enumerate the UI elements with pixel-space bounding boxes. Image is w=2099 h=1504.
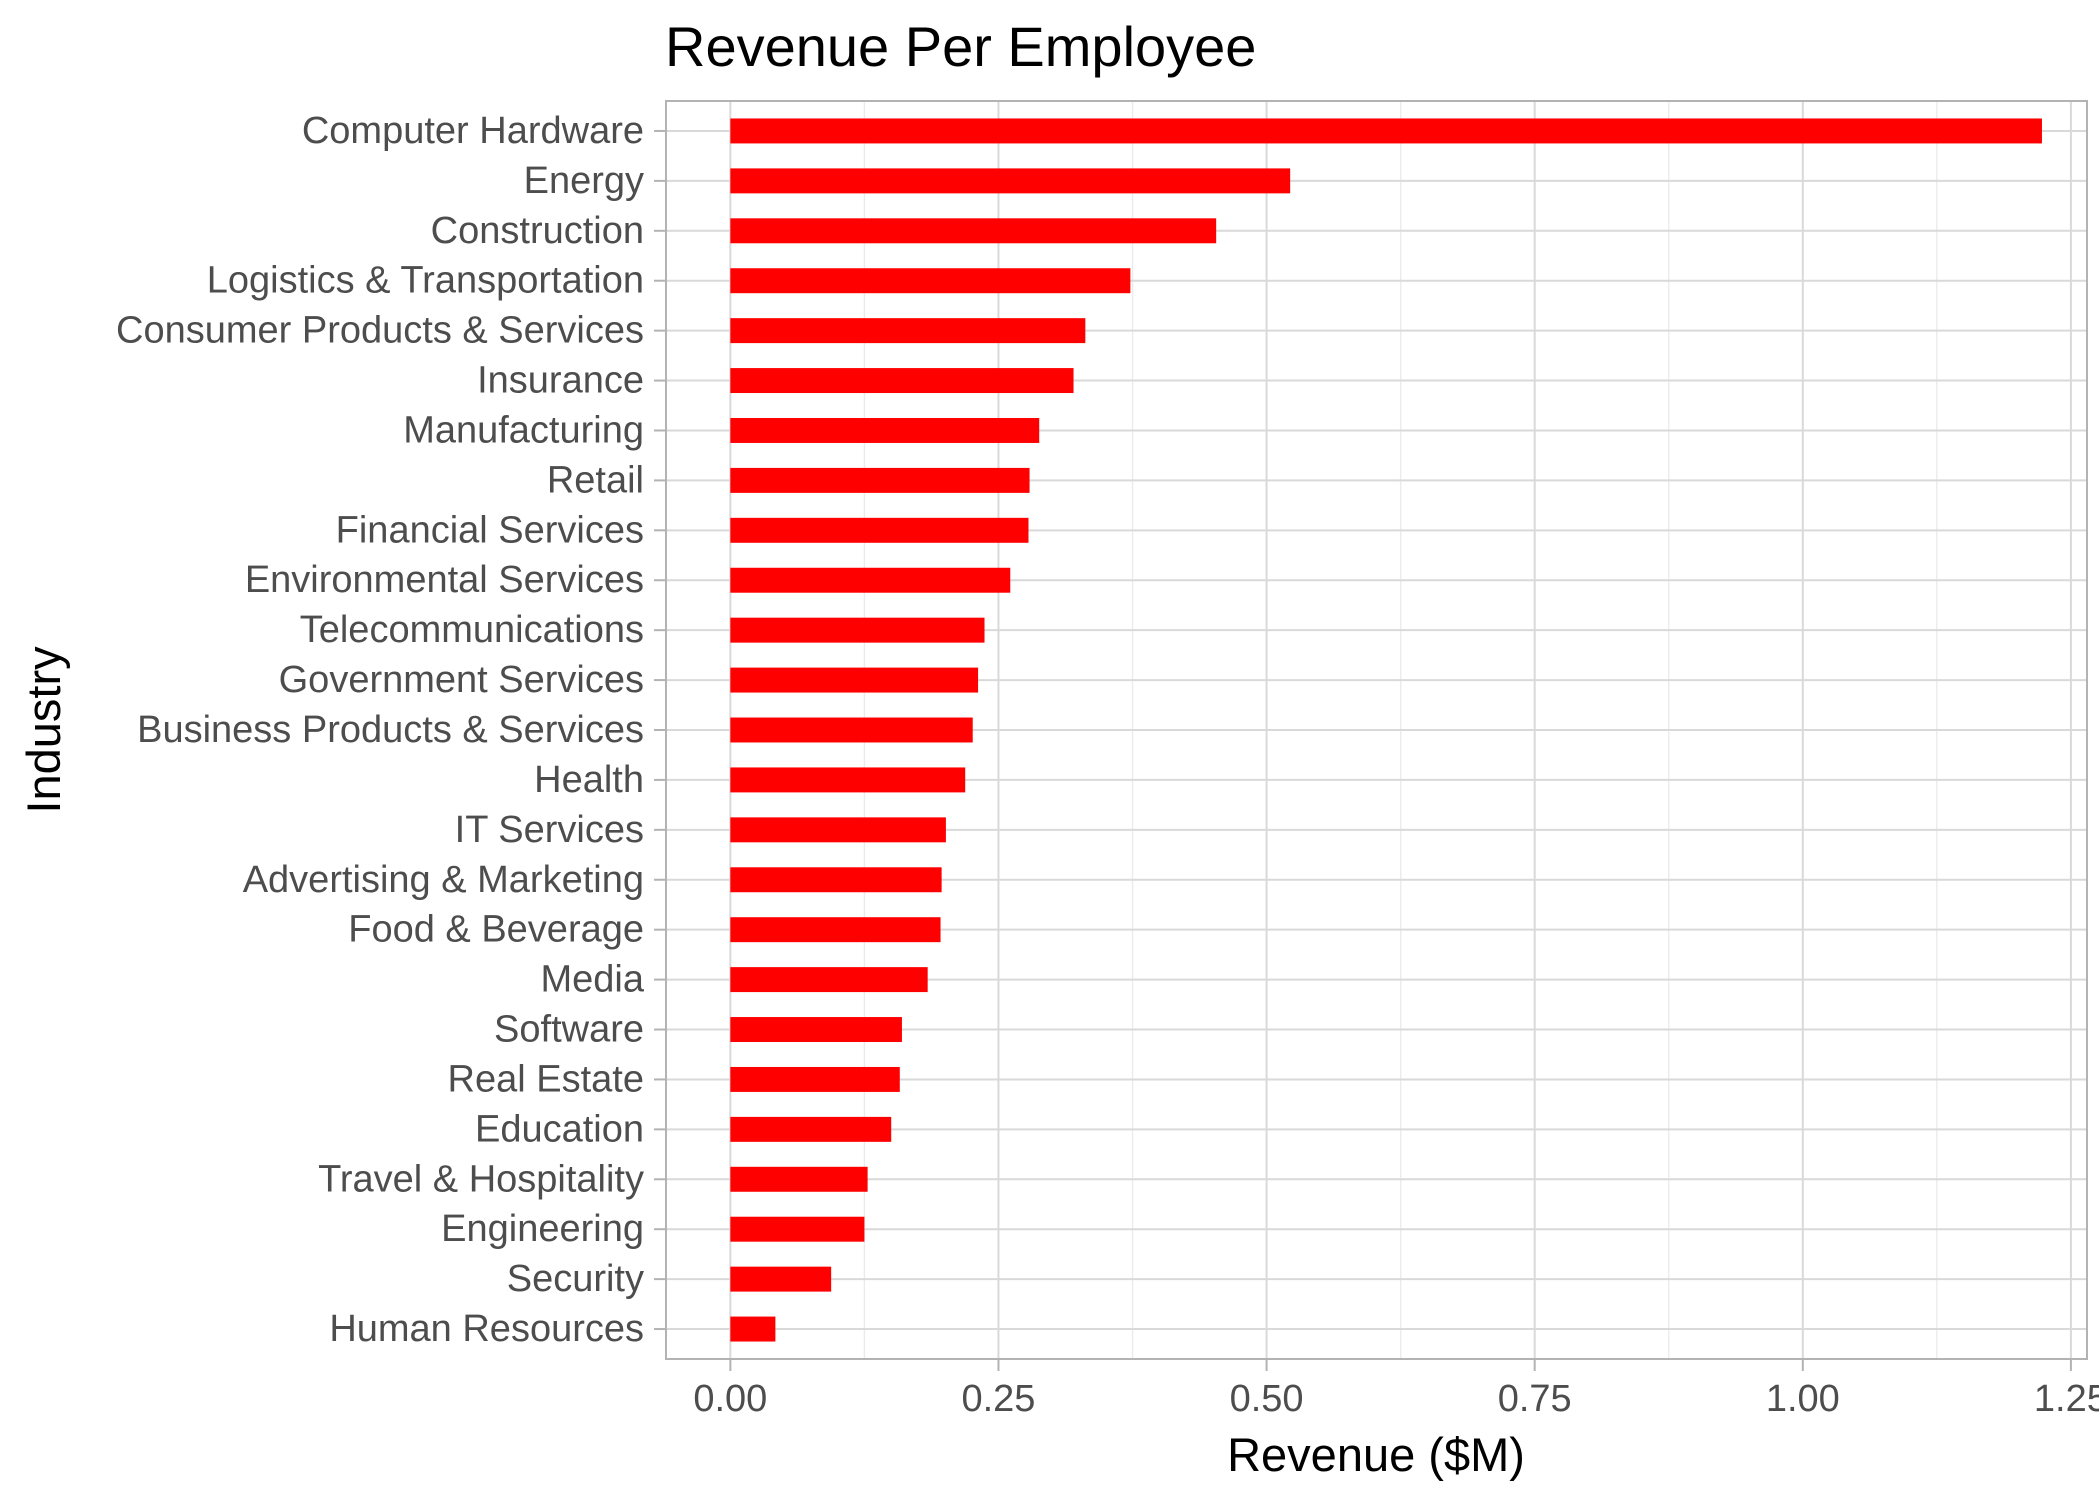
bar xyxy=(730,567,1011,593)
x-tick-label: 0.75 xyxy=(1498,1378,1572,1420)
x-tick-label: 0.50 xyxy=(1230,1378,1304,1420)
y-tick-label: Travel & Hospitality xyxy=(318,1158,644,1200)
y-tick-label: Computer Hardware xyxy=(302,110,644,152)
bar xyxy=(730,1066,900,1092)
y-axis-title: Industry xyxy=(17,646,70,814)
y-tick-label: Security xyxy=(507,1258,644,1300)
bar xyxy=(730,867,942,893)
y-tick-label: Real Estate xyxy=(448,1058,644,1100)
y-tick-label: Manufacturing xyxy=(403,409,644,451)
y-tick-label: Government Services xyxy=(279,659,644,701)
bar xyxy=(730,218,1217,244)
bar xyxy=(730,517,1029,543)
bar xyxy=(730,318,1086,344)
x-axis-ticks: 0.00 0.25 0.50 0.75 1.00 1.25 xyxy=(693,1359,2099,1420)
y-tick-label: Construction xyxy=(431,210,644,252)
y-tick-label: Food & Beverage xyxy=(348,909,644,951)
bar xyxy=(730,717,973,743)
bar xyxy=(730,1316,776,1342)
bar xyxy=(730,617,985,643)
y-tick-label: Software xyxy=(494,1009,644,1051)
x-tick-label: 0.25 xyxy=(961,1378,1035,1420)
y-tick-label: IT Services xyxy=(455,809,644,851)
y-tick-label: Logistics & Transportation xyxy=(207,260,644,302)
bar xyxy=(730,1017,902,1043)
y-tick-label: Energy xyxy=(524,160,644,202)
bar xyxy=(730,817,946,843)
x-tick-label: 1.00 xyxy=(1766,1378,1840,1420)
y-tick-label: Consumer Products & Services xyxy=(116,310,644,352)
bar xyxy=(730,1116,892,1142)
y-tick-label: Financial Services xyxy=(336,509,644,551)
y-tick-label: Telecommunications xyxy=(300,609,644,651)
x-tick-label: 0.00 xyxy=(693,1378,767,1420)
x-axis-title: Revenue ($M) xyxy=(1227,1428,1525,1481)
bar xyxy=(730,118,2042,144)
y-tick-label: Business Products & Services xyxy=(137,709,644,751)
y-tick-label: Human Resources xyxy=(329,1308,644,1350)
bar xyxy=(730,368,1074,394)
chart-title: Revenue Per Employee xyxy=(665,15,1256,78)
bar xyxy=(730,967,928,993)
bar xyxy=(730,168,1291,194)
bar xyxy=(730,467,1030,493)
bar xyxy=(730,667,979,693)
y-tick-label: Media xyxy=(541,959,645,1001)
bar xyxy=(730,1166,868,1192)
bar xyxy=(730,917,941,943)
y-tick-label: Health xyxy=(534,759,644,801)
bars xyxy=(730,118,2042,1342)
bar xyxy=(730,767,966,793)
y-tick-label: Education xyxy=(475,1108,644,1150)
y-tick-label: Advertising & Marketing xyxy=(243,859,644,901)
y-axis-ticks: Computer Hardware Energy Construction Logis… xyxy=(116,110,666,1350)
bar xyxy=(730,1266,832,1292)
bar xyxy=(730,268,1131,294)
y-tick-label: Engineering xyxy=(441,1208,644,1250)
x-tick-label: 1.25 xyxy=(2034,1378,2099,1420)
bar xyxy=(730,417,1040,443)
bar xyxy=(730,1216,865,1242)
y-tick-label: Insurance xyxy=(477,360,644,402)
y-tick-label: Environmental Services xyxy=(245,559,644,601)
y-tick-label: Retail xyxy=(547,459,644,501)
